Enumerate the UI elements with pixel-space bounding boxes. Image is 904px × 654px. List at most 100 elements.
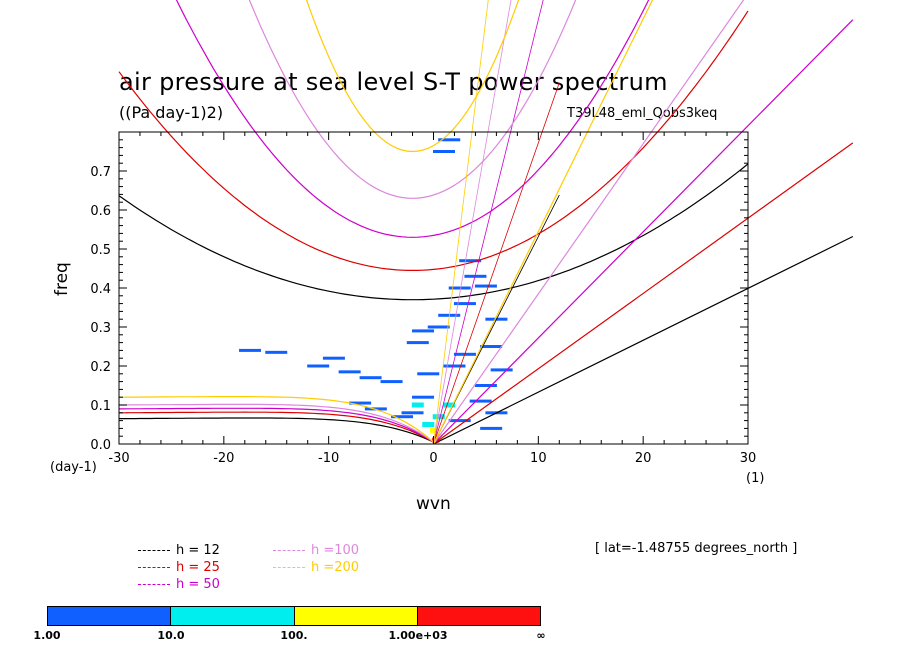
legend-item: h = 25 bbox=[138, 560, 220, 575]
power-patch bbox=[474, 384, 497, 387]
power-patch bbox=[422, 422, 435, 427]
legend-label: h =100 bbox=[311, 543, 360, 558]
power-patch bbox=[469, 399, 492, 403]
color-bar-label: 100. bbox=[280, 629, 308, 642]
legend-label: h = 25 bbox=[176, 560, 220, 575]
y-tick-label: 0.1 bbox=[90, 399, 111, 414]
power-patch bbox=[391, 415, 414, 419]
power-patch bbox=[406, 341, 429, 345]
legend-item: h = 50 bbox=[138, 577, 220, 592]
color-bar-label: 1.00e+03 bbox=[388, 629, 448, 642]
y-tick-label: 0.7 bbox=[90, 165, 111, 180]
inertia-gravity-curve bbox=[248, 0, 577, 199]
legend-item: h =200 bbox=[273, 560, 359, 575]
high-mode-curve bbox=[433, 0, 544, 444]
power-patch bbox=[412, 395, 435, 399]
rossby-gravity-curve bbox=[119, 417, 434, 443]
color-bar-label: ∞ bbox=[536, 629, 546, 642]
power-patch bbox=[380, 380, 403, 384]
x-tick-label: 30 bbox=[740, 451, 757, 466]
x-axis-unit-right: (1) bbox=[746, 471, 765, 486]
power-patch bbox=[322, 356, 345, 360]
power-patch bbox=[448, 419, 471, 423]
x-tick-label: -10 bbox=[318, 451, 339, 466]
kelvin-curve bbox=[432, 0, 654, 444]
color-bar-label: 1.00 bbox=[33, 629, 61, 642]
power-patch bbox=[432, 150, 455, 153]
x-axis-label: wvn bbox=[416, 494, 451, 514]
rossby-gravity-curve bbox=[119, 396, 434, 443]
legend-swatch bbox=[138, 550, 170, 551]
power-patch bbox=[443, 364, 466, 368]
x-tick-label: 10 bbox=[530, 451, 547, 466]
x-tick-label: -30 bbox=[108, 451, 129, 466]
rossby-gravity-curve bbox=[119, 403, 434, 443]
x-tick-label: -20 bbox=[213, 451, 234, 466]
latitude-info: [ lat=-1.48755 degrees_north ] bbox=[595, 541, 798, 556]
color-bar-segment bbox=[170, 607, 294, 625]
power-patch bbox=[417, 372, 440, 376]
legend-swatch bbox=[273, 550, 305, 551]
legend-swatch bbox=[138, 584, 170, 585]
power-patch bbox=[411, 402, 424, 408]
high-mode-curve bbox=[433, 0, 489, 444]
legend-label: h = 50 bbox=[176, 577, 220, 592]
legend-item: h = 12 bbox=[138, 543, 220, 558]
power-patch bbox=[430, 427, 437, 433]
power-patch bbox=[307, 364, 330, 368]
power-patch bbox=[443, 402, 456, 408]
power-patch bbox=[448, 286, 471, 290]
power-patch bbox=[459, 259, 482, 263]
inertia-gravity-curve bbox=[118, 10, 749, 271]
y-tick-label: 0.3 bbox=[90, 321, 111, 336]
color-bar bbox=[47, 606, 541, 626]
power-patch bbox=[480, 426, 503, 430]
legend-label: h = 12 bbox=[176, 543, 220, 558]
high-mode-curve bbox=[433, 82, 560, 444]
power-patch bbox=[338, 370, 361, 374]
power-patch bbox=[480, 345, 503, 348]
power-patch bbox=[474, 284, 497, 288]
power-patch bbox=[265, 350, 288, 354]
kelvin-curve bbox=[433, 142, 854, 444]
legend-swatch bbox=[273, 567, 305, 568]
y-tick-label: 0.6 bbox=[90, 204, 111, 219]
color-bar-label: 10.0 bbox=[157, 629, 185, 642]
chart-title: air pressure at sea level S-T power spec… bbox=[119, 68, 668, 96]
x-axis-unit-left: (day-1) bbox=[50, 460, 97, 475]
inertia-gravity-curve bbox=[305, 0, 520, 153]
power-patch bbox=[432, 414, 445, 420]
power-patch bbox=[239, 348, 262, 352]
legend-label: h =200 bbox=[311, 560, 360, 575]
legend-item: h =100 bbox=[273, 543, 359, 558]
y-tick-label: 0.0 bbox=[90, 438, 111, 453]
color-bar-segment bbox=[293, 607, 417, 625]
inertia-gravity-curve bbox=[118, 163, 749, 301]
inertia-gravity-curve bbox=[175, 0, 650, 238]
kelvin-curve bbox=[433, 235, 854, 444]
legend-swatch bbox=[138, 567, 170, 568]
kelvin-curve bbox=[433, 19, 854, 444]
power-patch bbox=[453, 302, 476, 306]
power-patch bbox=[359, 376, 382, 380]
power-patch bbox=[464, 274, 487, 278]
color-bar-segment bbox=[416, 607, 540, 625]
run-name-label: T39L48_eml_Qobs3keq bbox=[567, 106, 718, 121]
units-label: ((Pa day-1)2) bbox=[119, 103, 224, 122]
x-tick-label: 20 bbox=[635, 451, 652, 466]
y-tick-label: 0.4 bbox=[90, 282, 111, 297]
x-tick-label: 0 bbox=[429, 451, 437, 466]
color-bar-segment bbox=[48, 607, 171, 625]
power-patch bbox=[438, 138, 461, 142]
rossby-gravity-curve bbox=[119, 411, 434, 443]
high-mode-curve bbox=[433, 0, 512, 444]
power-patch bbox=[490, 368, 513, 372]
y-tick-label: 0.2 bbox=[90, 360, 111, 375]
rossby-gravity-curve bbox=[119, 407, 434, 443]
power-patch bbox=[412, 329, 435, 333]
kelvin-curve bbox=[433, 0, 745, 444]
power-patch bbox=[401, 411, 424, 415]
y-tick-label: 0.5 bbox=[90, 243, 111, 258]
power-patch bbox=[349, 401, 372, 405]
